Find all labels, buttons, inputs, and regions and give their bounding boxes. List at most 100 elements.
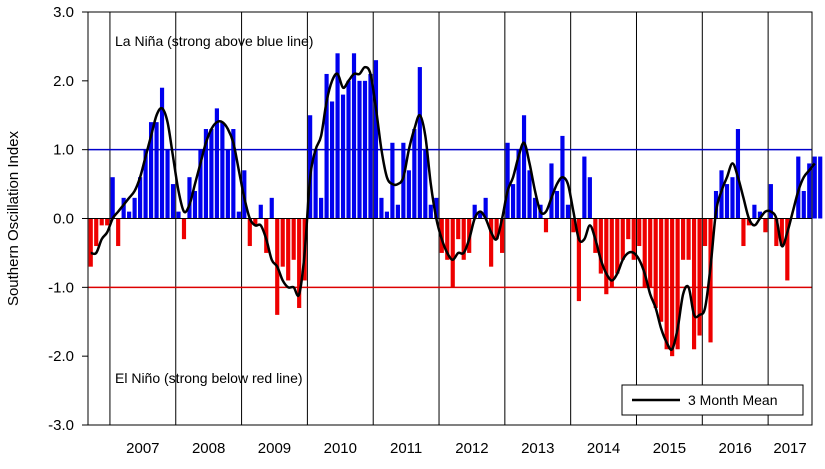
soi-bar — [445, 218, 450, 260]
soi-bar — [390, 142, 395, 219]
soi-bar — [642, 218, 647, 288]
soi-bar — [724, 184, 730, 219]
soi-bar — [105, 218, 110, 226]
soi-bar — [297, 218, 302, 308]
y-axis-ticks: 3.0 2.0 1.0 0.0 -1.0 -2.0 -3.0 — [48, 4, 88, 434]
legend-label: 3 Month Mean — [688, 392, 778, 408]
soi-bar — [549, 163, 554, 219]
soi-bar — [192, 190, 198, 219]
soi-bar — [527, 170, 532, 219]
soi-bar — [159, 87, 165, 219]
soi-bar — [659, 218, 664, 322]
soi-bar — [450, 218, 455, 288]
x-axis-year-labels: 2007 2008 2009 2010 2011 2012 2013 2014 2015 2016… — [126, 440, 807, 457]
la-nina-annotation: La Niña (strong above blue line) — [115, 33, 313, 49]
soi-bar — [236, 211, 241, 219]
x-year-label: 2009 — [258, 440, 291, 457]
soi-bar — [637, 218, 642, 247]
y-tick-label: 1.0 — [53, 142, 74, 159]
soi-bar — [681, 218, 686, 260]
soi-bar — [494, 218, 499, 240]
soi-bar — [626, 218, 631, 240]
soi-bar — [615, 218, 620, 274]
soi-bar — [94, 218, 99, 247]
soi-bar — [253, 218, 258, 226]
soi-bar — [423, 149, 428, 219]
soi-bar — [686, 218, 691, 260]
soi-bar — [489, 218, 494, 267]
soi-bar — [379, 197, 384, 219]
soi-bar — [587, 177, 592, 219]
soi-bar — [395, 204, 400, 219]
soi-bar — [335, 53, 340, 219]
soi-bar — [165, 149, 170, 219]
soi-bar — [456, 218, 461, 240]
soi-bar — [434, 197, 439, 219]
soi-bar — [757, 211, 762, 219]
soi-bar — [779, 218, 784, 247]
soi-bar — [554, 190, 560, 219]
soi-bar — [286, 218, 291, 281]
three-month-mean-line — [90, 65, 816, 352]
soi-bar — [187, 177, 192, 219]
soi-bar — [406, 170, 411, 219]
soi-bar — [730, 177, 735, 219]
soi-bar — [801, 190, 806, 219]
soi-bar — [510, 184, 516, 219]
soi-bar — [807, 163, 812, 219]
y-tick-label: -3.0 — [48, 417, 74, 434]
soi-bar — [565, 204, 571, 219]
y-tick-label: 2.0 — [53, 73, 74, 90]
soi-bar — [88, 218, 93, 267]
soi-bar — [752, 204, 757, 219]
soi-bar — [132, 197, 137, 219]
soi-bar — [812, 156, 817, 219]
soi-bar — [143, 149, 148, 219]
soi-bar — [763, 218, 768, 233]
soi-bar — [329, 101, 335, 219]
soi-bar — [505, 142, 510, 219]
soi-bar — [478, 211, 483, 219]
soi-bar — [198, 149, 203, 219]
y-tick-label: 0.0 — [53, 211, 74, 228]
soi-bar — [324, 73, 329, 219]
soi-bar — [258, 204, 263, 219]
soi-bar — [653, 218, 658, 308]
soi-bar — [313, 149, 318, 219]
soi-bar — [576, 218, 581, 302]
soi-bar — [247, 218, 252, 247]
soi-bar — [214, 108, 219, 219]
soi-bar — [269, 197, 274, 219]
soi-bar — [631, 218, 636, 260]
soi-bar — [483, 197, 488, 219]
soi-bar — [138, 177, 143, 219]
soi-bar — [170, 184, 176, 219]
soi-bar — [412, 129, 417, 219]
soi-bar — [609, 218, 614, 288]
soi-bar — [373, 60, 379, 219]
y-tick-label: 3.0 — [53, 4, 74, 21]
soi-bar — [99, 218, 104, 226]
soi-bar — [774, 218, 779, 247]
x-year-label: 2007 — [126, 440, 159, 457]
soi-bar — [203, 129, 209, 219]
soi-bar — [231, 129, 236, 219]
x-year-label: 2016 — [719, 440, 752, 457]
soi-bar — [176, 211, 181, 219]
soi-bar — [417, 67, 422, 219]
soi-bar — [532, 197, 538, 219]
soi-bar — [319, 197, 324, 219]
soi-bar — [648, 218, 653, 288]
soi-bar — [181, 218, 187, 240]
soi-bar — [116, 218, 121, 247]
soi-bar — [308, 115, 313, 219]
x-year-label: 2014 — [587, 440, 620, 457]
x-year-label: 2011 — [390, 440, 422, 457]
x-year-label: 2010 — [324, 440, 357, 457]
soi-bar — [741, 218, 746, 247]
soi-bar — [818, 156, 823, 219]
y-tick-label: -2.0 — [48, 348, 74, 365]
soi-bar — [785, 218, 790, 281]
soi-bar — [127, 211, 132, 219]
